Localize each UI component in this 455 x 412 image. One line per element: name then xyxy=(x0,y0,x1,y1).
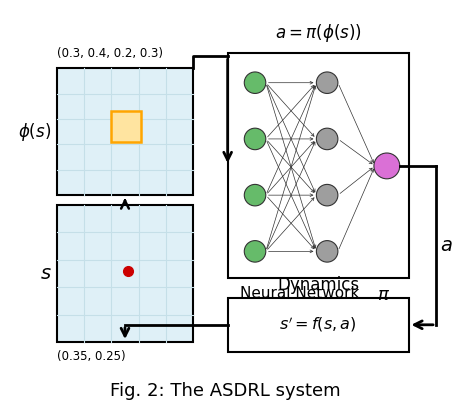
Circle shape xyxy=(316,72,337,94)
Bar xyxy=(227,298,408,352)
Text: $\pi$: $\pi$ xyxy=(376,286,389,304)
Circle shape xyxy=(244,72,265,94)
Text: $a = \pi(\phi(s))$: $a = \pi(\phi(s))$ xyxy=(274,22,361,44)
Bar xyxy=(111,111,141,142)
Bar xyxy=(227,54,408,279)
Circle shape xyxy=(244,185,265,206)
Text: Fig. 2: The ASDRL system: Fig. 2: The ASDRL system xyxy=(110,382,340,400)
Circle shape xyxy=(244,241,265,262)
Text: Neural Network: Neural Network xyxy=(240,286,359,301)
Text: $\phi(s)$: $\phi(s)$ xyxy=(19,121,51,143)
Circle shape xyxy=(373,153,399,179)
Text: $s' = f(s, a)$: $s' = f(s, a)$ xyxy=(279,315,356,335)
Text: Dynamics: Dynamics xyxy=(277,276,359,294)
Text: $a$: $a$ xyxy=(439,236,451,255)
Bar xyxy=(56,68,193,195)
Text: (0.3, 0.4, 0.2, 0.3): (0.3, 0.4, 0.2, 0.3) xyxy=(56,47,162,60)
Circle shape xyxy=(244,128,265,150)
Circle shape xyxy=(316,128,337,150)
Bar xyxy=(56,205,193,342)
Text: $s$: $s$ xyxy=(40,264,51,283)
Circle shape xyxy=(316,185,337,206)
Text: (0.35, 0.25): (0.35, 0.25) xyxy=(56,350,125,363)
Circle shape xyxy=(316,241,337,262)
